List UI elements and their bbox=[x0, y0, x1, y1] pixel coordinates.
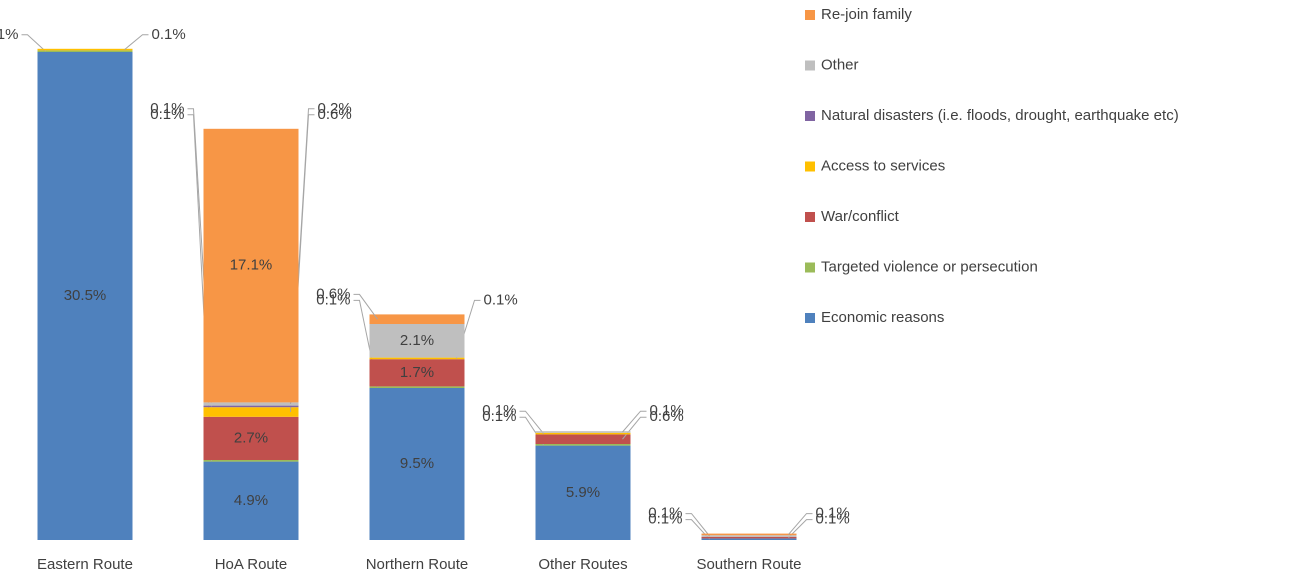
bar-segment bbox=[369, 324, 465, 358]
bar-segment bbox=[369, 386, 465, 388]
data-label: 4.9% bbox=[234, 492, 268, 509]
data-label: 0.1% bbox=[484, 291, 518, 308]
legend-label: Re-join family bbox=[821, 6, 912, 23]
bar-segment bbox=[37, 50, 133, 52]
leader-line bbox=[21, 34, 46, 52]
legend-label: War/conflict bbox=[821, 208, 900, 225]
legend-swatch bbox=[805, 111, 815, 121]
bar-segment bbox=[701, 535, 797, 537]
x-tick-label: Southern Route bbox=[696, 556, 801, 573]
leader-line bbox=[353, 293, 378, 320]
data-label: 0.6% bbox=[316, 285, 350, 302]
legend-swatch bbox=[805, 212, 815, 222]
bar-segment bbox=[37, 48, 133, 51]
leader-line bbox=[685, 519, 710, 540]
bar-segment bbox=[203, 461, 299, 540]
bar-segment bbox=[535, 431, 631, 433]
data-label: 0.1% bbox=[0, 26, 19, 43]
leader-line bbox=[788, 519, 813, 538]
data-label: 0.1% bbox=[482, 402, 516, 419]
bar-segment bbox=[369, 357, 465, 360]
data-label: 0.6% bbox=[318, 106, 352, 123]
data-label: 5.9% bbox=[566, 484, 600, 501]
data-label: 9.5% bbox=[400, 455, 434, 472]
legend-swatch bbox=[805, 161, 815, 172]
legend-swatch bbox=[805, 10, 815, 20]
x-tick-label: HoA Route bbox=[215, 556, 288, 573]
bar-segment bbox=[203, 128, 299, 403]
data-label: 2.7% bbox=[234, 429, 268, 446]
data-label: 0.1% bbox=[648, 505, 682, 522]
data-label: 17.1% bbox=[230, 257, 273, 274]
bar-segment bbox=[203, 416, 299, 460]
x-tick-label: Other Routes bbox=[538, 556, 627, 573]
bar-segment bbox=[369, 388, 465, 540]
data-label: 0.1% bbox=[650, 402, 684, 419]
bar-segment bbox=[701, 533, 797, 536]
legend-swatch bbox=[805, 262, 815, 273]
leader-line bbox=[622, 410, 647, 433]
bar-segment bbox=[535, 444, 631, 446]
data-label: 2.1% bbox=[400, 332, 434, 349]
leader-line bbox=[519, 410, 544, 434]
bar-segment bbox=[203, 402, 299, 406]
data-label: 0.1% bbox=[316, 291, 350, 308]
bar-segment bbox=[701, 538, 797, 540]
bar-segment bbox=[203, 407, 299, 417]
legend-label: Natural disasters (i.e. floods, drought,… bbox=[821, 107, 1179, 124]
leader-line bbox=[685, 513, 710, 537]
data-label: 0.1% bbox=[816, 505, 850, 522]
bar-segment bbox=[535, 434, 631, 444]
leader-line bbox=[124, 34, 149, 50]
bar-segment bbox=[369, 359, 465, 387]
bar-segment bbox=[535, 445, 631, 540]
data-label: 0.1% bbox=[648, 511, 682, 528]
legend-swatch bbox=[805, 60, 815, 71]
legend-label: Other bbox=[821, 56, 859, 73]
leader-line bbox=[788, 513, 813, 535]
legend-label: Economic reasons bbox=[821, 309, 944, 326]
x-tick-label: Eastern Route bbox=[37, 556, 133, 573]
legend-label: Access to services bbox=[821, 157, 945, 174]
legend-swatch bbox=[805, 313, 815, 323]
bar-segment bbox=[701, 536, 797, 539]
bar-segment bbox=[203, 460, 299, 462]
data-label: 0.1% bbox=[482, 408, 516, 425]
bar-segment bbox=[203, 405, 299, 408]
data-label: 1.7% bbox=[400, 364, 434, 381]
data-label: 0.1% bbox=[150, 100, 184, 117]
data-label: 0.1% bbox=[150, 106, 184, 123]
legend-label: Targeted violence or persecution bbox=[821, 258, 1038, 275]
data-label: 0.1% bbox=[816, 511, 850, 528]
x-tick-label: Northern Route bbox=[366, 556, 469, 573]
data-label: 0.2% bbox=[318, 100, 352, 117]
data-label: 0.6% bbox=[650, 408, 684, 425]
data-label: 30.5% bbox=[64, 287, 107, 304]
data-label: 0.1% bbox=[152, 26, 186, 43]
bar-segment bbox=[369, 314, 465, 324]
bar-segment bbox=[535, 432, 631, 435]
bar-segment bbox=[37, 52, 133, 540]
